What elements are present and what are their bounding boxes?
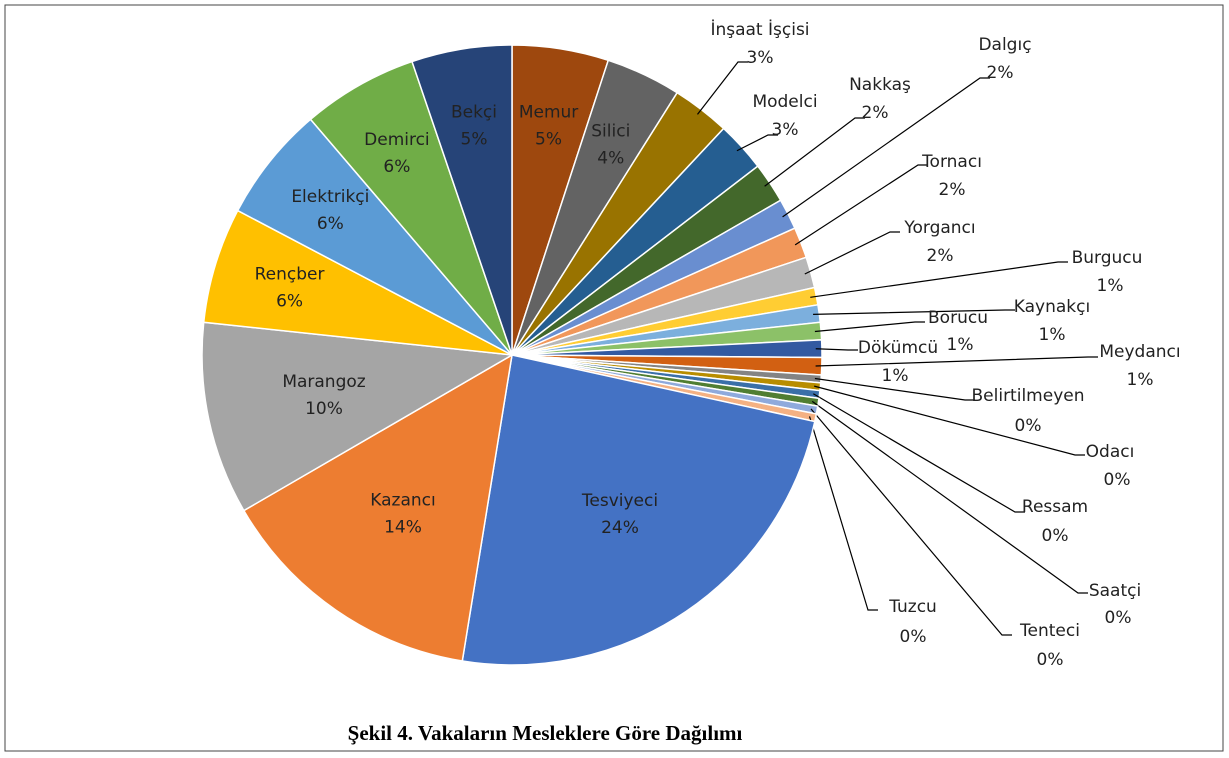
pie-slice bbox=[242, 353, 513, 662]
pie-slice bbox=[309, 60, 513, 356]
slice-value-label: 2% bbox=[939, 180, 966, 200]
slice-label: Elektrikçi bbox=[291, 187, 369, 207]
leader-line bbox=[697, 61, 748, 115]
slice-value-label: 3% bbox=[747, 48, 774, 68]
slice-label: İnşaat İşçisi bbox=[710, 19, 809, 40]
slice-value-label: 3% bbox=[772, 120, 799, 140]
leader-line bbox=[764, 117, 865, 187]
leader-line bbox=[810, 261, 1068, 298]
slice-value-label: 0% bbox=[1104, 470, 1131, 490]
slice-label: Rençber bbox=[255, 264, 325, 284]
slice-value-label: 10% bbox=[305, 399, 343, 419]
slice-label: Ressam bbox=[1022, 497, 1088, 517]
slice-label: Demirci bbox=[364, 130, 430, 150]
slice-value-label: 14% bbox=[384, 517, 422, 537]
slice-label: Dökümcü bbox=[858, 338, 938, 358]
leader-line bbox=[811, 400, 1088, 594]
slice-value-label: 0% bbox=[1037, 650, 1064, 670]
slice-label: Marangoz bbox=[282, 372, 365, 392]
slice-label: Tesviyeci bbox=[581, 491, 658, 511]
leader-line bbox=[782, 77, 990, 218]
leader-line bbox=[815, 356, 1098, 367]
slice-value-label: 4% bbox=[597, 149, 624, 169]
slice-value-label: 2% bbox=[987, 63, 1014, 83]
slice-label: Kazancı bbox=[370, 490, 435, 510]
leader-line bbox=[814, 377, 975, 401]
slice-label: Kaynakçı bbox=[1014, 297, 1090, 317]
leader-line bbox=[814, 385, 1085, 456]
pie-slice bbox=[201, 321, 515, 512]
slice-value-label: 6% bbox=[276, 291, 303, 311]
slice-label: Odacı bbox=[1086, 442, 1135, 462]
slice-label: Nakkaş bbox=[849, 75, 911, 95]
slice-label: Tuzcu bbox=[888, 597, 937, 617]
slice-label: Belirtilmeyen bbox=[972, 386, 1085, 406]
slice-value-label: 6% bbox=[317, 214, 344, 234]
slice-value-label: 1% bbox=[882, 366, 909, 386]
slice-value-label: 6% bbox=[383, 157, 410, 177]
leader-line bbox=[815, 348, 858, 351]
slice-value-label: 5% bbox=[535, 129, 562, 149]
slice-label: Tornacı bbox=[921, 152, 982, 172]
slice-label: Memur bbox=[519, 102, 578, 122]
pie-slice bbox=[461, 354, 816, 666]
slice-label: Burgucu bbox=[1072, 248, 1143, 268]
slice-value-label: 0% bbox=[1105, 608, 1132, 628]
chart-title: Şekil 4. Vakaların Mesleklere Göre Dağıl… bbox=[348, 721, 743, 745]
leader-line bbox=[814, 321, 925, 333]
pie-slice bbox=[411, 44, 513, 356]
slice-value-label: 1% bbox=[947, 335, 974, 355]
slice-label: Saatçi bbox=[1089, 581, 1141, 601]
slice-value-label: 2% bbox=[862, 103, 889, 123]
slice-label: Meydancı bbox=[1099, 342, 1180, 362]
leader-line bbox=[794, 164, 928, 246]
slice-label: Silici bbox=[591, 122, 630, 142]
slice-label: Borucu bbox=[928, 308, 988, 328]
leader-line bbox=[810, 408, 1012, 636]
slice-value-label: 1% bbox=[1127, 370, 1154, 390]
slice-label: Modelci bbox=[752, 92, 817, 112]
pie-slice bbox=[202, 209, 513, 356]
slice-value-label: 2% bbox=[927, 246, 954, 266]
slice-label: Tenteci bbox=[1019, 621, 1080, 641]
leader-line bbox=[804, 231, 900, 275]
slice-label: Bekçi bbox=[451, 103, 497, 123]
slice-value-label: 1% bbox=[1039, 325, 1066, 345]
slice-value-label: 5% bbox=[461, 130, 488, 150]
slice-value-label: 1% bbox=[1097, 276, 1124, 296]
leader-line bbox=[813, 393, 1025, 513]
slice-value-label: 0% bbox=[900, 627, 927, 647]
slice-value-label: 0% bbox=[1042, 526, 1069, 546]
leader-line bbox=[736, 134, 778, 152]
slice-label: Dalgıç bbox=[978, 35, 1031, 55]
leader-line bbox=[808, 416, 878, 611]
leader-line bbox=[813, 309, 1015, 315]
slice-value-label: 0% bbox=[1015, 416, 1042, 436]
slice-value-label: 24% bbox=[601, 518, 639, 538]
slice-label: Yorgancı bbox=[903, 218, 975, 238]
pie-slice bbox=[236, 118, 513, 356]
